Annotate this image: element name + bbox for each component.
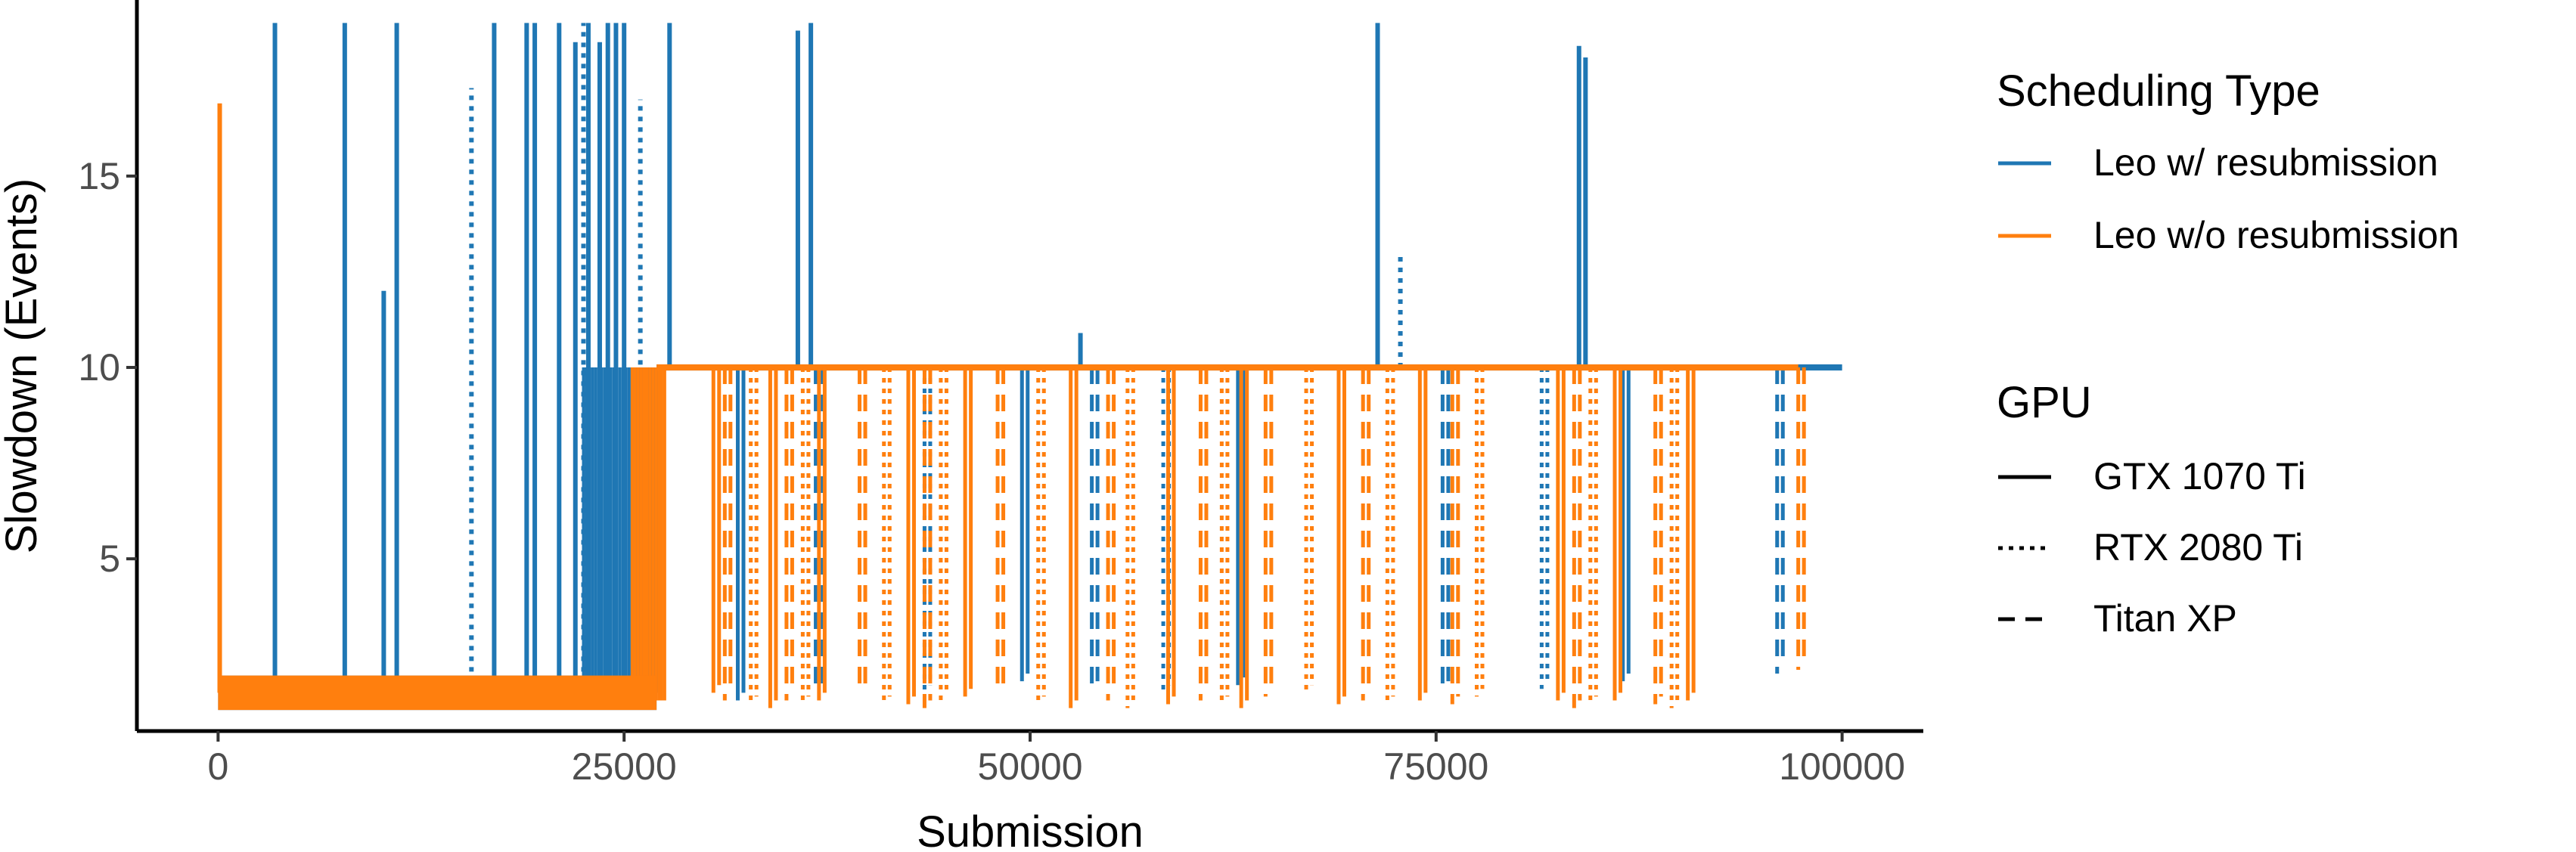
plot-series-group bbox=[217, 23, 1842, 711]
y-axis-title: Slowdown (Events) bbox=[0, 178, 46, 553]
x-tick-label: 75000 bbox=[1383, 745, 1488, 788]
legend: Scheduling Type Leo w/ resubmission Leo w/… bbox=[1997, 67, 2460, 640]
legend-label: Titan XP bbox=[2093, 597, 2237, 640]
legend-label: Leo w/ resubmission bbox=[2093, 141, 2438, 184]
legend-label: GTX 1070 Ti bbox=[2093, 455, 2306, 497]
x-axis-ticks: 0 25000 50000 75000 100000 bbox=[207, 731, 1905, 788]
legend-title: GPU bbox=[1997, 378, 2092, 427]
baseline-segment bbox=[218, 675, 657, 711]
x-tick-label: 25000 bbox=[572, 745, 677, 788]
y-axis-ticks: 5 10 15 bbox=[78, 155, 137, 580]
x-axis-title: Submission bbox=[917, 807, 1144, 852]
y-tick-label: 10 bbox=[78, 346, 120, 389]
y-tick-label: 5 bbox=[99, 538, 120, 580]
legend-label: RTX 2080 Ti bbox=[2093, 526, 2303, 569]
series-leo-without-resubmission bbox=[217, 103, 1806, 711]
x-tick-label: 50000 bbox=[977, 745, 1082, 788]
y-tick-label: 15 bbox=[78, 155, 120, 197]
legend-label: Leo w/o resubmission bbox=[2093, 214, 2460, 256]
x-tick-label: 100000 bbox=[1779, 745, 1905, 788]
x-tick-label: 0 bbox=[207, 745, 228, 788]
legend-title: Scheduling Type bbox=[1997, 67, 2320, 116]
